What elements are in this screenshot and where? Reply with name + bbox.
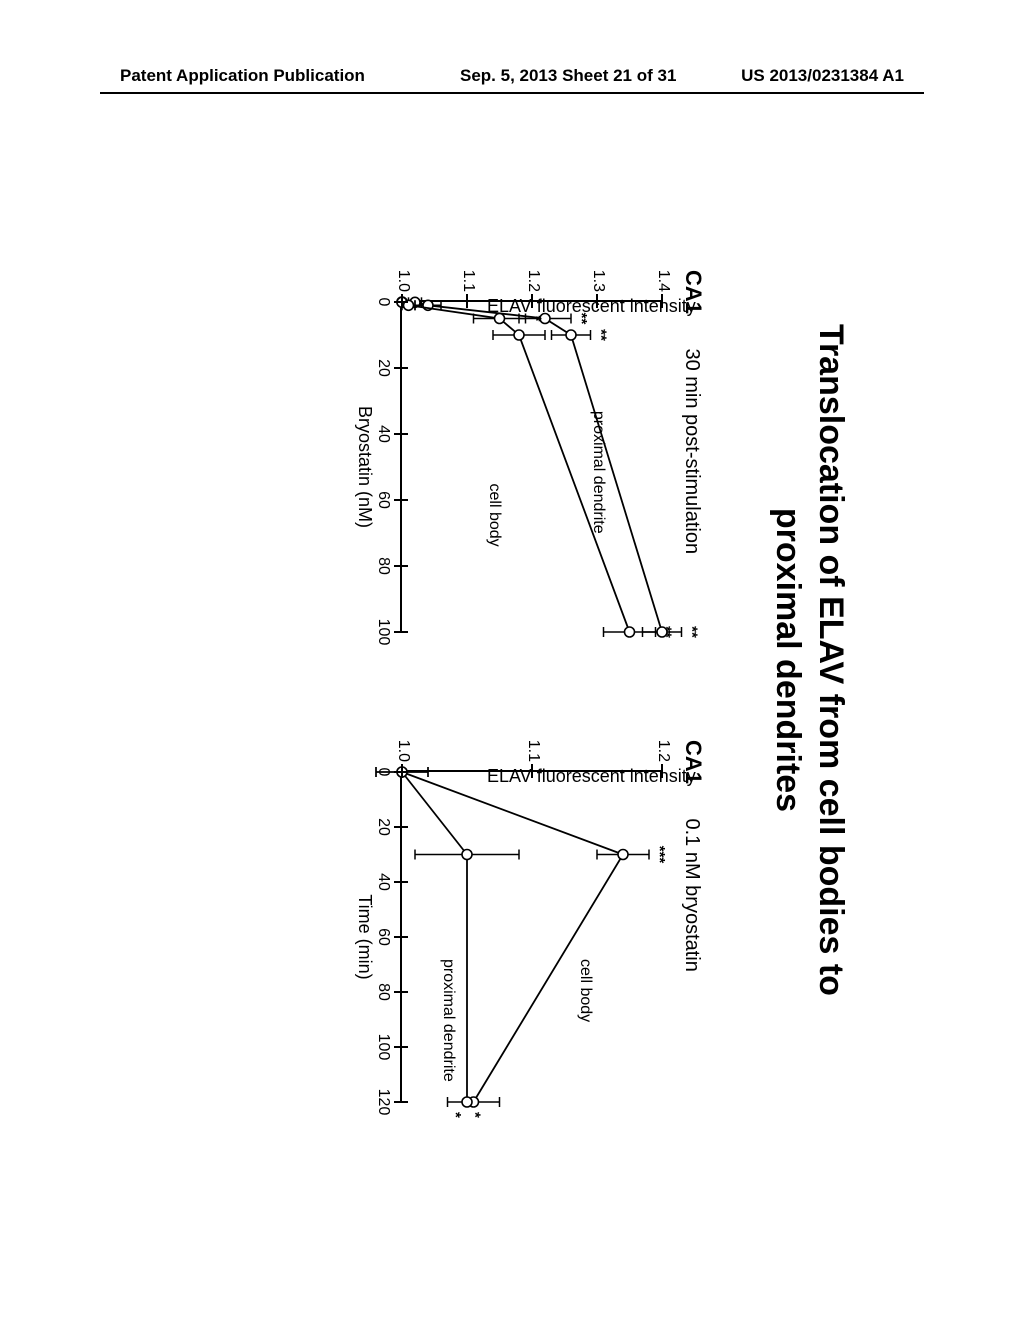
- xtick: [394, 301, 408, 303]
- svg-text:*: *: [447, 1112, 464, 1118]
- plot-right: ELAV fluorescent intensity Time (min) **…: [400, 770, 662, 1102]
- ytick-label: 1.4: [654, 252, 672, 292]
- ytick: [531, 764, 533, 778]
- xtick-label: 0: [374, 298, 392, 307]
- series-label: proximal dendrite: [589, 411, 607, 534]
- xtick-label: 20: [374, 359, 392, 377]
- xtick-label: 60: [374, 491, 392, 509]
- ytick-label: 1.2: [654, 722, 672, 762]
- xtick: [394, 936, 408, 938]
- svg-text:**: **: [593, 329, 610, 341]
- plot-left-svg: *********: [402, 302, 662, 632]
- header-right: US 2013/0231384 A1: [741, 66, 904, 86]
- ytick: [661, 294, 663, 308]
- panel-right-cond: 0.1 nM bryostatin: [681, 818, 703, 971]
- xtick-label: 40: [374, 425, 392, 443]
- xtick: [394, 991, 408, 993]
- panel-right: CA1 0.1 nM bryostatin ELAV fluorescent i…: [352, 700, 712, 1120]
- xtick: [394, 499, 408, 501]
- figure-title: Translocation of ELAV from cell bodies t…: [767, 160, 852, 1160]
- xtick: [394, 826, 408, 828]
- ytick: [466, 294, 468, 308]
- panel-left: CA1 30 min post-stimulation ELAV fluores…: [352, 230, 712, 650]
- header-left: Patent Application Publication: [120, 66, 365, 86]
- xtick-label: 20: [374, 818, 392, 836]
- svg-text:*: *: [467, 1112, 484, 1118]
- xlabel-right: Time (min): [354, 772, 375, 1102]
- svg-text:*: *: [528, 316, 545, 322]
- panel-left-cond: 30 min post-stimulation: [681, 348, 703, 554]
- xtick: [394, 1101, 408, 1103]
- ytick-label: 1.2: [524, 252, 542, 292]
- xtick-label: 100: [374, 1034, 392, 1061]
- ytick-label: 1.1: [459, 252, 477, 292]
- xtick: [394, 367, 408, 369]
- xtick-label: 80: [374, 557, 392, 575]
- svg-text:***: ***: [651, 846, 668, 864]
- xtick: [394, 565, 408, 567]
- series-label: cell body: [485, 484, 503, 547]
- series-label: cell body: [576, 959, 594, 1022]
- series-label: proximal dendrite: [440, 959, 458, 1082]
- xtick: [394, 771, 408, 773]
- ytick: [596, 294, 598, 308]
- xtick: [394, 631, 408, 633]
- figure-title-line1: Translocation of ELAV from cell bodies t…: [812, 324, 850, 996]
- ytick-label: 1.3: [589, 252, 607, 292]
- xtick-label: 120: [374, 1089, 392, 1116]
- ytick-label: 1.1: [524, 722, 542, 762]
- xtick: [394, 1046, 408, 1048]
- xtick-label: 100: [374, 619, 392, 646]
- ytick-label: 1.0: [394, 252, 412, 292]
- svg-text:**: **: [658, 626, 675, 638]
- figure-rotated: Translocation of ELAV from cell bodies t…: [162, 160, 862, 1160]
- xtick: [394, 881, 408, 883]
- header-rule: [100, 92, 924, 94]
- header-center: Sep. 5, 2013 Sheet 21 of 31: [460, 66, 676, 86]
- ytick: [661, 764, 663, 778]
- ytick: [531, 294, 533, 308]
- plot-left: ELAV fluorescent intensity Bryostatin (n…: [400, 300, 662, 632]
- xtick-label: 60: [374, 928, 392, 946]
- svg-text:**: **: [573, 313, 590, 325]
- xtick-label: 40: [374, 873, 392, 891]
- xtick-label: 80: [374, 983, 392, 1001]
- svg-text:**: **: [684, 626, 701, 638]
- ytick-label: 1.0: [394, 722, 412, 762]
- xlabel-left: Bryostatin (nM): [354, 302, 375, 632]
- xtick-label: 0: [374, 768, 392, 777]
- figure-title-line2: proximal dendrites: [770, 508, 808, 812]
- xtick: [394, 433, 408, 435]
